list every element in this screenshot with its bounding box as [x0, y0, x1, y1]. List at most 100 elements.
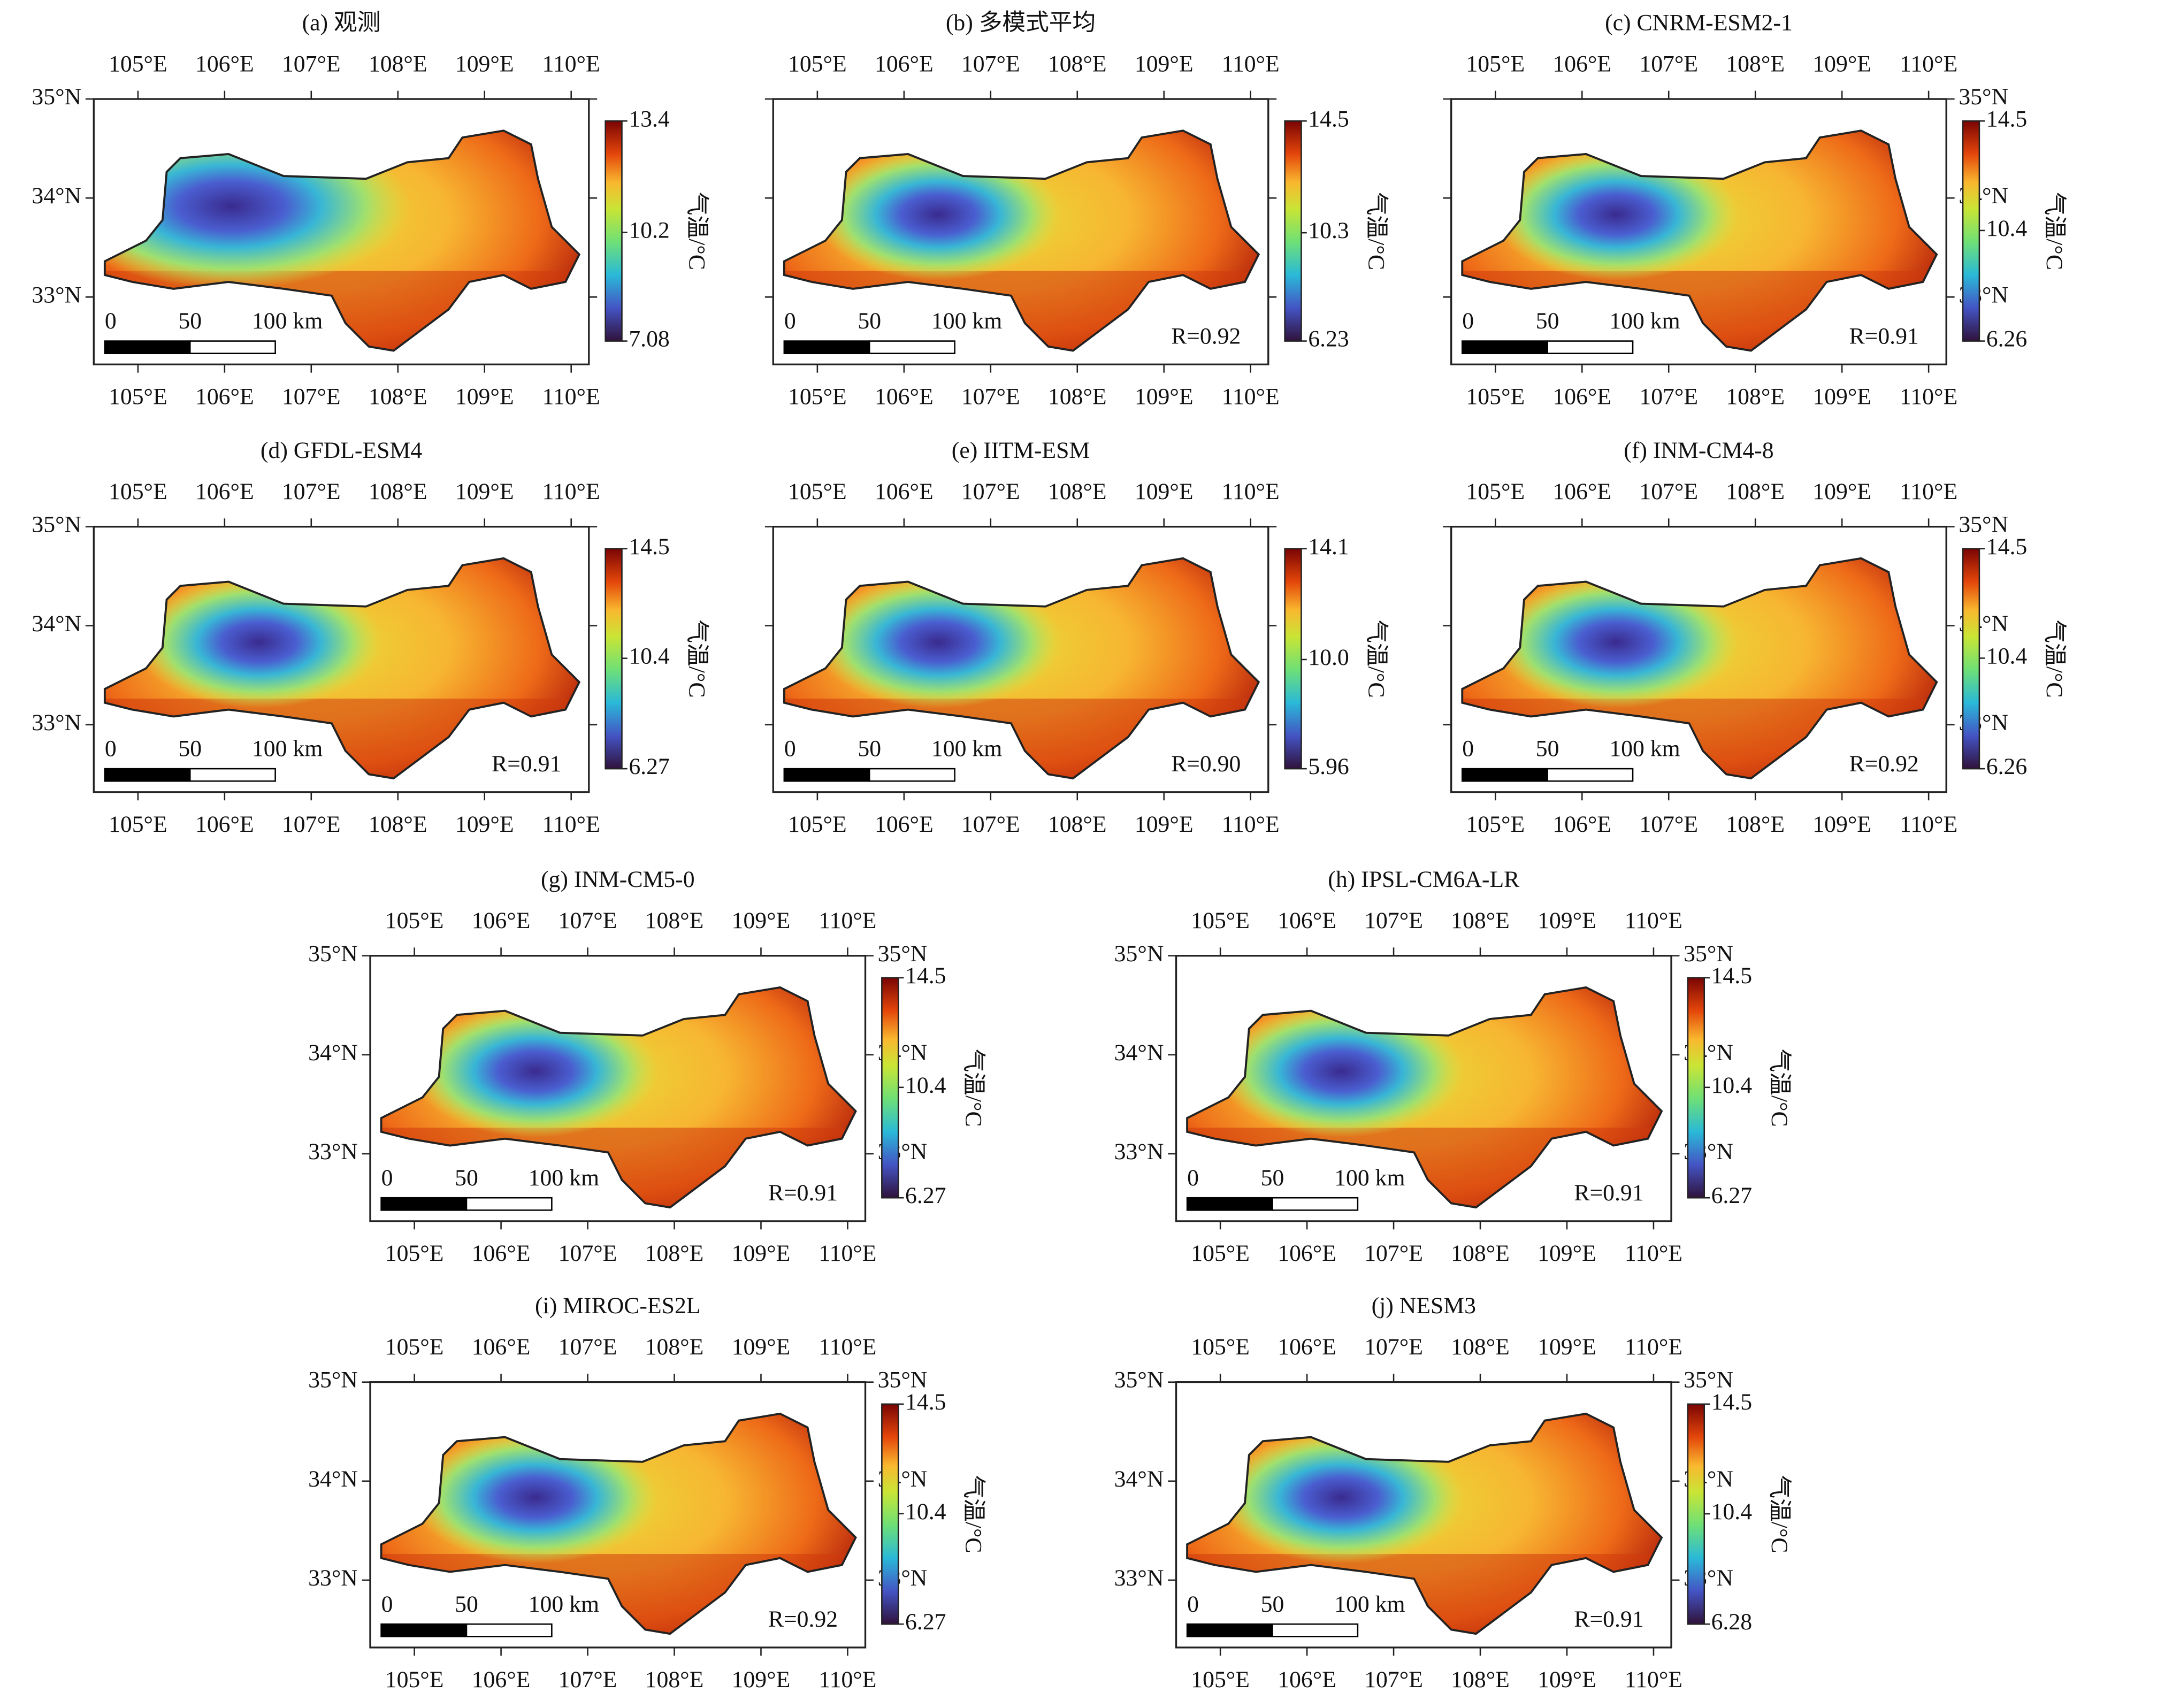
- lon-label: 110°E: [1625, 1240, 1682, 1266]
- cold-zone: [1217, 1005, 1465, 1138]
- colorbar: [1284, 548, 1302, 770]
- scale-label: 50: [1261, 1591, 1284, 1617]
- colorbar: [1284, 120, 1302, 342]
- lon-label: 110°E: [1900, 51, 1957, 76]
- lon-label: 105°E: [1466, 51, 1525, 76]
- lon-label: 109°E: [1812, 384, 1871, 410]
- lon-label: 110°E: [1625, 1334, 1682, 1360]
- scale-bar: [465, 1197, 553, 1211]
- lon-label: 110°E: [819, 908, 876, 933]
- lon-label: 105°E: [385, 1240, 444, 1266]
- lon-label: 107°E: [282, 811, 341, 837]
- scale-label: 0: [381, 1165, 393, 1191]
- scale-label: 0: [784, 308, 796, 334]
- scale-label: 100 km: [529, 1591, 599, 1617]
- lon-label: 106°E: [875, 384, 934, 410]
- lon-label: 108°E: [1451, 908, 1510, 933]
- lon-label: 109°E: [732, 908, 791, 933]
- lon-label: 106°E: [875, 479, 934, 504]
- region-outline: [103, 129, 581, 352]
- colorbar-label: 6.26: [1986, 326, 2027, 352]
- scale-label: 100 km: [931, 308, 1002, 334]
- scale-bar: [104, 768, 191, 782]
- cold-zone: [411, 1005, 659, 1138]
- colorbar-title: 气温/°C: [960, 1475, 986, 1553]
- region-outline: [1461, 557, 1938, 780]
- lat-label: 34°N: [1114, 1466, 1164, 1492]
- lon-label: 108°E: [369, 479, 427, 504]
- lat-label: 35°N: [1684, 941, 1733, 967]
- lon-label: 110°E: [1222, 384, 1280, 410]
- lon-label: 110°E: [542, 51, 600, 76]
- lon-label: 110°E: [1222, 811, 1280, 837]
- scale-label: 100 km: [1609, 308, 1680, 334]
- scale-bar: [380, 1197, 468, 1211]
- lat-label: 35°N: [308, 1367, 358, 1393]
- colorbar: [605, 548, 623, 770]
- lon-label: 107°E: [559, 1240, 617, 1266]
- lat-label: 35°N: [1959, 512, 2008, 538]
- lon-label: 110°E: [1900, 479, 1957, 504]
- lon-label: 105°E: [788, 479, 847, 504]
- cold-zone: [814, 148, 1062, 281]
- lon-label: 105°E: [385, 1334, 444, 1360]
- colorbar-title: 气温/°C: [960, 1048, 986, 1127]
- lon-label: 106°E: [1552, 479, 1611, 504]
- lon-label: 105°E: [788, 811, 847, 837]
- lat-label: 35°N: [1959, 84, 2008, 110]
- correlation-label: R=0.91: [1574, 1180, 1643, 1206]
- lon-label: 110°E: [1900, 811, 1957, 837]
- map-panel: (f) INM-CM4-8 105°E 105°E 106°E 106°E 107°E 10…: [1443, 438, 2067, 837]
- lon-label: 105°E: [788, 51, 847, 76]
- scale-bar: [189, 768, 276, 782]
- scale-bar: [1186, 1623, 1273, 1637]
- lon-label: 109°E: [1135, 811, 1194, 837]
- cold-zone: [135, 576, 383, 708]
- scale-label: 100 km: [1334, 1165, 1405, 1191]
- lat-label: 33°N: [1114, 1139, 1164, 1165]
- lon-label: 105°E: [1466, 384, 1525, 410]
- lat-label: 34°N: [1114, 1040, 1164, 1066]
- colorbar-label: 14.5: [1711, 1389, 1752, 1415]
- lon-label: 108°E: [369, 384, 427, 410]
- lon-label: 110°E: [1625, 1667, 1682, 1692]
- colorbar-label: 14.5: [905, 1389, 946, 1415]
- colorbar-label: 14.5: [1308, 106, 1349, 132]
- lon-label: 105°E: [1466, 479, 1525, 504]
- map-panel: (h) IPSL-CM6A-LR 105°E 105°E 106°E 106°E 107°…: [1114, 867, 1792, 1266]
- panel-title: (j) NESM3: [1372, 1293, 1476, 1319]
- scale-bar: [783, 768, 870, 782]
- lon-label: 109°E: [455, 811, 514, 837]
- scale-bar: [1547, 340, 1634, 354]
- lat-label: 35°N: [308, 941, 358, 967]
- scale-label: 50: [178, 308, 202, 334]
- region-outline: [1186, 986, 1663, 1209]
- lon-label: 110°E: [1222, 479, 1280, 504]
- scale-label: 0: [1187, 1591, 1199, 1617]
- lon-label: 106°E: [1278, 1334, 1336, 1360]
- lon-label: 107°E: [961, 479, 1020, 504]
- scale-bar: [380, 1623, 468, 1637]
- colorbar-title: 气温/°C: [684, 619, 710, 698]
- colorbar-label: 10.4: [905, 1499, 946, 1525]
- lon-label: 108°E: [1726, 479, 1785, 504]
- lon-label: 108°E: [1048, 51, 1107, 76]
- lon-label: 108°E: [645, 1240, 704, 1266]
- scale-label: 100 km: [1609, 736, 1680, 762]
- scale-bar: [189, 340, 276, 354]
- lat-label: 34°N: [308, 1466, 358, 1492]
- lon-label: 107°E: [1639, 51, 1698, 76]
- lon-label: 107°E: [559, 1667, 617, 1692]
- lon-label: 108°E: [1451, 1334, 1510, 1360]
- lon-label: 107°E: [559, 1334, 617, 1360]
- scale-label: 0: [784, 736, 796, 762]
- colorbar-label: 13.4: [629, 106, 670, 132]
- region-outline: [380, 1412, 857, 1635]
- lon-label: 106°E: [195, 811, 254, 837]
- scale-label: 0: [1462, 736, 1474, 762]
- colorbar-label: 10.4: [1711, 1073, 1753, 1098]
- lon-label: 105°E: [1191, 1334, 1250, 1360]
- lon-label: 106°E: [195, 479, 254, 504]
- lat-label: 33°N: [32, 282, 81, 308]
